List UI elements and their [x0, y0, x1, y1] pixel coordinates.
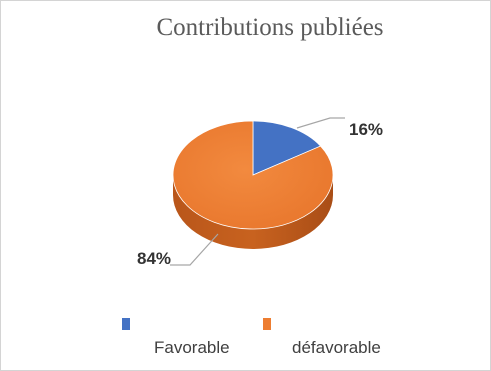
data-label-favorable: 16% [349, 120, 383, 139]
legend-swatch-defavorable [263, 318, 271, 330]
data-label-defavorable: 84% [137, 249, 171, 268]
pie-slice-favorable [252, 120, 322, 176]
chart-title: Contributions publiées [156, 14, 384, 41]
legend-label-defavorable: défavorable [292, 338, 381, 357]
legend-swatch-favorable [122, 318, 130, 330]
leader-line-defavorable [170, 233, 219, 266]
leader-line-favorable [296, 117, 345, 129]
pie-side-wall [173, 175, 333, 249]
pie-slice-defavorable [172, 120, 334, 230]
legend-label-favorable: Favorable [154, 338, 230, 357]
